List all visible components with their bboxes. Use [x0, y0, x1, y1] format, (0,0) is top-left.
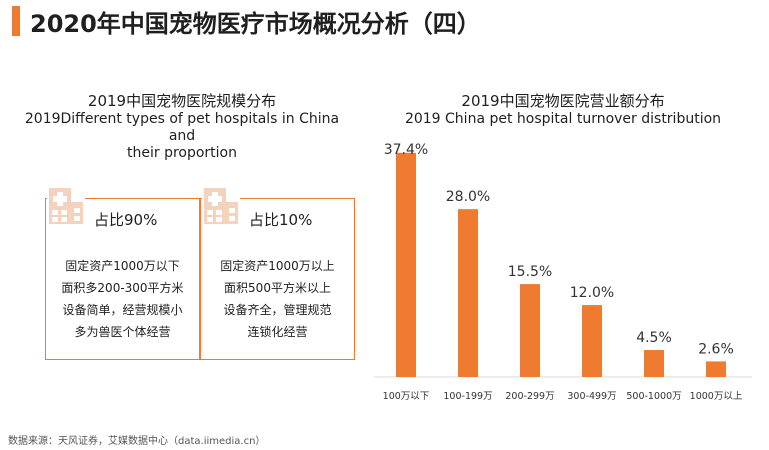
chart-title: 2019中国宠物医院营业额分布 [461, 92, 665, 110]
chart-subtitle: 2019 China pet hospital turnover distrib… [404, 111, 722, 127]
data-source-note: 数据来源：天风证券，艾媒数据中心（data.iimedia.cn） [8, 436, 266, 447]
category-label-2: 200-299万 [505, 391, 554, 402]
card-share-small: 占比90% [94, 211, 158, 229]
bar-value-label-5: 2.6% [698, 341, 734, 357]
hospital-building-icon [47, 186, 85, 226]
bar-5 [706, 361, 726, 377]
left-panel-title-cn: 2019中国宠物医院规模分布 [87, 92, 277, 110]
card-desc-line: 固定资产1000万以下 [65, 259, 180, 273]
bar-value-label-2: 15.5% [508, 264, 552, 280]
card-desc-small: 固定资产1000万以下 面积多200-300平方米 设备简单，经营规模小 多为兽… [46, 255, 199, 343]
bar-4 [644, 350, 664, 377]
turnover-bar-chart: 37.4% 100万以下 28.0% 100-199万 15.5% 200-299万 12.… [374, 142, 752, 402]
category-label-3: 300-499万 [567, 391, 616, 402]
left-panel-title-en-2: their proportion [127, 145, 237, 161]
hospital-card-small: 占比90% 固定资产1000万以下 面积多200-300平方米 设备简单，经营规… [45, 198, 200, 360]
bar-value-label-0: 37.4% [384, 142, 428, 158]
bar-value-label-1: 28.0% [446, 189, 490, 205]
bar-2 [520, 284, 540, 377]
bar-1 [458, 209, 478, 377]
bar-0 [396, 152, 416, 377]
card-share-large: 占比10% [249, 211, 313, 229]
left-panel-heading: 2019中国宠物医院规模分布 2019Different types of pe… [10, 92, 354, 162]
card-desc-line: 连锁化经营 [247, 325, 308, 339]
left-panel-title-en-1: 2019Different types of pet hospitals in … [24, 111, 340, 144]
card-desc-line: 设备齐全，管理规范 [223, 303, 332, 317]
title-accent-bar [12, 6, 20, 36]
chart-heading: 2019中国宠物医院营业额分布 2019 China pet hospital … [388, 92, 738, 128]
category-label-0: 100万以下 [383, 391, 430, 402]
category-label-1: 100-199万 [443, 391, 492, 402]
card-desc-line: 面积500平方米以上 [224, 281, 331, 295]
card-desc-line: 多为兽医个体经营 [74, 325, 171, 339]
page-title: 2020年中国宠物医疗市场概况分析（四） [30, 10, 481, 38]
card-desc-line: 设备简单，经营规模小 [62, 303, 183, 317]
category-label-4: 500-1000万 [626, 391, 681, 402]
card-desc-line: 固定资产1000万以上 [220, 259, 335, 273]
hospital-building-icon [202, 186, 240, 226]
category-label-5: 1000万以上 [690, 391, 743, 402]
bar-value-label-4: 4.5% [636, 330, 672, 346]
card-desc-line: 面积多200-300平方米 [61, 281, 184, 295]
bar-3 [582, 305, 602, 377]
bar-value-label-3: 12.0% [570, 285, 614, 301]
card-desc-large: 固定资产1000万以上 面积500平方米以上 设备齐全，管理规范 连锁化经营 [201, 255, 354, 343]
